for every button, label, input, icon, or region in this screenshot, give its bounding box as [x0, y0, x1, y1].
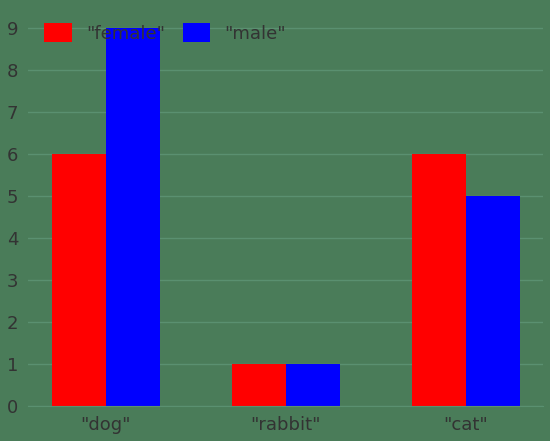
Bar [232, 364, 285, 406]
Bar [106, 28, 160, 406]
Legend: "female", "male": "female", "male" [37, 16, 293, 50]
Bar [411, 154, 466, 406]
Bar [466, 196, 520, 406]
Bar [285, 364, 339, 406]
Bar [52, 154, 106, 406]
